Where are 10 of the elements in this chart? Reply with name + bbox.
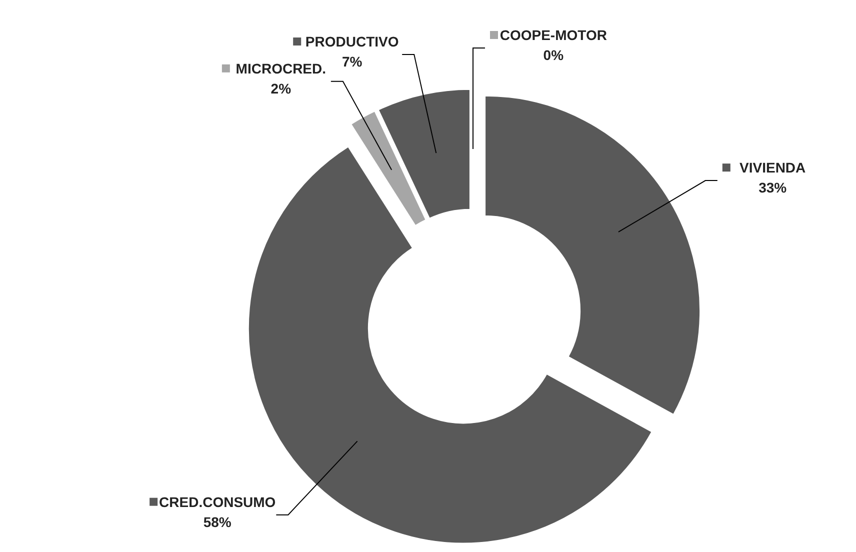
- text: 0%: [543, 47, 564, 63]
- legend-label: PRODUCTIVO: [305, 34, 399, 50]
- legend-label: COOPE-MOTOR: [500, 27, 607, 43]
- legend-label: CRED.CONSUMO: [159, 494, 276, 510]
- data-label: 58%: [203, 514, 232, 530]
- data-label: 2%: [270, 80, 292, 96]
- legend-label: MICROCRED.: [236, 60, 326, 76]
- data-label: 33%: [758, 180, 788, 196]
- legend-label: VIVIENDA: [740, 160, 806, 176]
- data-label: 7%: [342, 54, 363, 70]
